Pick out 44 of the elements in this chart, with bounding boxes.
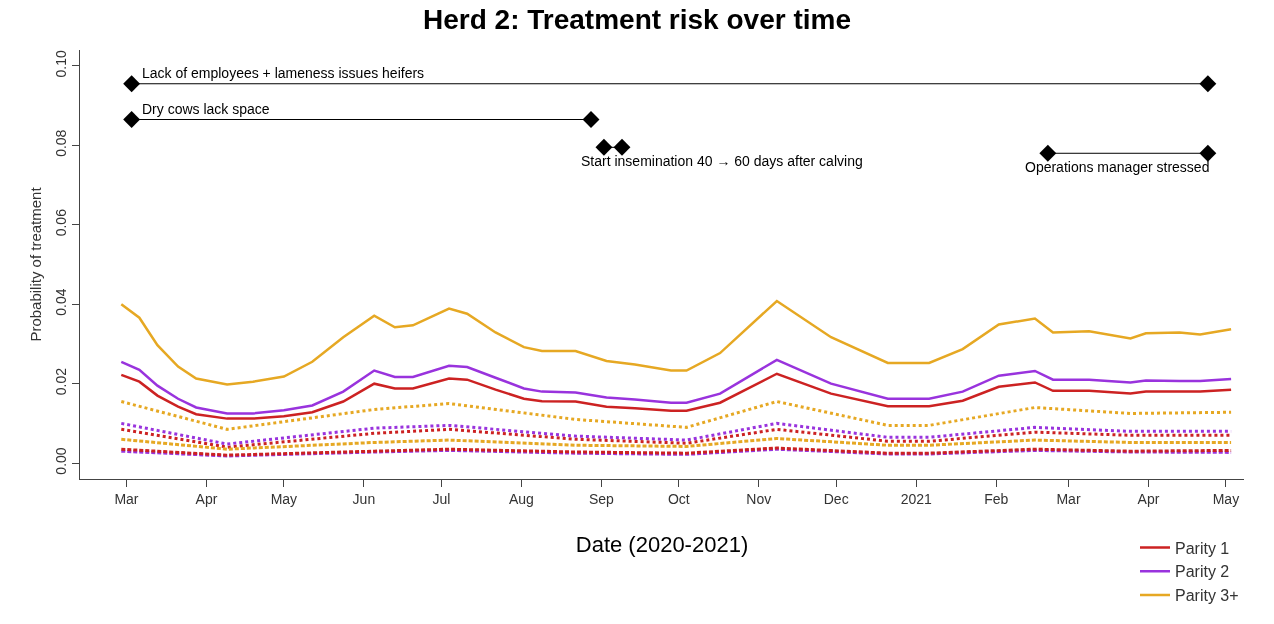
y-tick-label: 0.04 xyxy=(53,288,70,316)
point xyxy=(123,75,141,93)
chart-title: Herd 2: Treatment risk over time xyxy=(423,3,851,35)
x-tick-label: Mar xyxy=(114,490,139,507)
annotation: Lack of employees + lameness issues heifers xyxy=(142,65,425,81)
x-tick-label: Jul xyxy=(432,490,451,507)
point xyxy=(613,138,631,156)
x-tick-label: 2021 xyxy=(900,490,932,507)
x-tick-label: Nov xyxy=(746,490,772,507)
x-tick-label: Apr xyxy=(195,490,218,507)
x-tick-label: Oct xyxy=(667,490,690,507)
point xyxy=(595,138,613,156)
y-tick-label: 0.08 xyxy=(53,129,70,157)
legend-label: Parity 2 xyxy=(1175,563,1230,581)
legend-label: Parity 1 xyxy=(1175,539,1230,557)
line-series xyxy=(120,299,1233,386)
point xyxy=(1039,144,1057,162)
x-tick-label: Aug xyxy=(508,490,534,507)
y-tick-label: 0.06 xyxy=(53,208,70,237)
line-series xyxy=(119,436,1233,451)
x-tick-label: May xyxy=(1212,490,1240,507)
x-tick-label: Sep xyxy=(588,490,615,507)
y-tick-label: 0.10 xyxy=(53,49,70,78)
line-series xyxy=(119,400,1233,431)
y-axis-title: Probability of treatment xyxy=(26,186,44,342)
x-tick-label: Mar xyxy=(1056,490,1081,507)
x-tick-label: Feb xyxy=(984,490,1009,507)
x-tick-label: May xyxy=(270,490,298,507)
point xyxy=(1199,144,1217,162)
x-axis-title: Date (2020-2021) xyxy=(575,531,749,557)
line-series xyxy=(120,372,1233,420)
y-tick-label: 0.02 xyxy=(53,367,70,396)
annotation: Operations manager stressed xyxy=(1025,159,1210,175)
x-tick-label: Jun xyxy=(352,490,376,507)
legend-label: Parity 3+ xyxy=(1175,587,1239,605)
annotation: Start insemination 40 → 60 days after calving xyxy=(581,153,863,169)
point xyxy=(123,111,141,128)
x-tick-label: Apr xyxy=(1137,490,1160,507)
point xyxy=(1199,75,1217,93)
x-tick-label: Dec xyxy=(823,490,849,507)
point xyxy=(582,111,600,128)
annotation: Dry cows lack space xyxy=(142,101,270,117)
y-tick-label: 0.00 xyxy=(53,447,70,475)
line-series xyxy=(120,358,1233,415)
